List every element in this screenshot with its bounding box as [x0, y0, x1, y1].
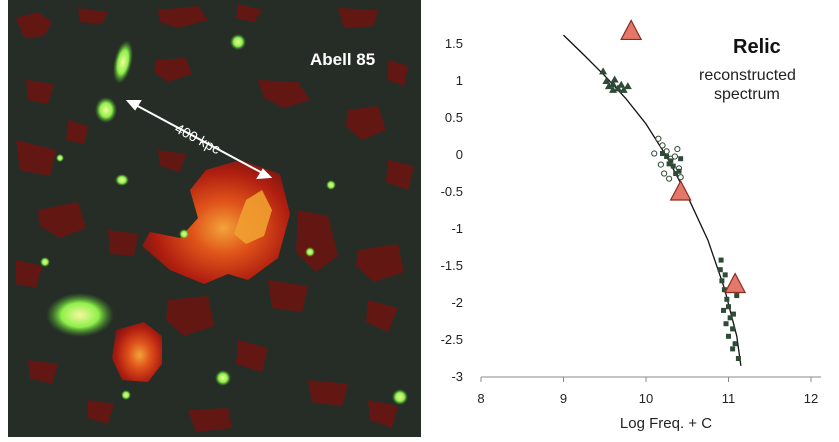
legend-title: Relic: [733, 36, 781, 58]
x-tick-label: 8: [477, 391, 484, 406]
y-tick-label: 1: [456, 73, 463, 88]
chart-ticks: 8 9 10 11 12 1.5 1 0.5 0 -0.5 -1 -1.5 -2 -2.5 -3: [441, 36, 819, 406]
data-point-square: [721, 307, 727, 313]
data-point-circle: [657, 161, 664, 168]
data-points: [599, 19, 747, 361]
data-point-circle: [661, 170, 668, 177]
legend-subtitle-line1: reconstructed: [699, 67, 796, 84]
radio-source-lower: [112, 322, 162, 382]
x-tick-label: 10: [639, 391, 653, 406]
data-point-circle: [677, 174, 684, 181]
data-point-square: [734, 293, 740, 299]
data-point-triangle: [617, 80, 626, 88]
data-point-triangle: [609, 85, 617, 93]
data-point-square: [724, 296, 730, 302]
data-point-square: [673, 171, 679, 176]
data-point-square: [719, 278, 725, 284]
data-point-triangle: [604, 82, 613, 90]
data-point-square: [718, 257, 724, 263]
y-tick-label: 0.5: [445, 110, 463, 125]
x-axis-label: Log Freq. + C: [620, 415, 712, 432]
data-point-square: [664, 153, 670, 159]
data-point-circle: [674, 145, 681, 153]
data-point-circle: [655, 135, 662, 142]
legend-subtitle: reconstructed spectrum: [699, 66, 839, 104]
spectrum-chart: 8 9 10 11 12 1.5 1 0.5 0 -0.5 -1 -1.5 -2 -2.5 -3 Log F…: [430, 0, 839, 437]
xray-sources: [40, 34, 408, 405]
data-point-circle: [666, 175, 673, 182]
radio-relic-main: [142, 160, 290, 284]
cluster-name: Abell 85: [310, 50, 376, 69]
data-point-triangle: [623, 82, 632, 90]
data-point-circle: [659, 142, 666, 149]
data-point-large-triangle: [620, 19, 643, 41]
data-point-triangle: [602, 77, 611, 84]
radio-xray-image: Abell 85 400 kpc: [8, 0, 421, 437]
data-point-square: [723, 321, 729, 327]
data-point-square: [726, 333, 731, 339]
data-point-square: [666, 161, 672, 167]
data-point-triangle: [609, 79, 617, 87]
radio-xray-overlay: [16, 4, 414, 432]
y-tick-label: -1: [451, 221, 463, 236]
data-point-square: [721, 287, 727, 293]
x-tick-label: 9: [560, 391, 567, 406]
data-point-square: [668, 158, 674, 164]
data-point-circle: [671, 153, 678, 160]
radio-noise-patches: [16, 4, 414, 432]
data-point-circle: [651, 150, 658, 157]
data-point-square: [732, 341, 738, 347]
y-tick-label: 1.5: [445, 36, 463, 51]
data-point-large-triangle: [724, 272, 747, 294]
data-point-triangle: [599, 67, 608, 75]
data-point-square: [717, 267, 723, 273]
legend-subtitle-line2: spectrum: [714, 86, 780, 103]
y-tick-label: -1.5: [441, 258, 463, 273]
x-tick-label: 11: [722, 391, 736, 406]
data-point-square: [722, 272, 728, 278]
data-point-triangle: [610, 75, 619, 83]
data-point-square: [678, 156, 684, 162]
spectrum-plot: 8 9 10 11 12 1.5 1 0.5 0 -0.5 -1 -1.5 -2 -2.5 -3 Log F…: [441, 19, 821, 432]
data-point-square: [730, 326, 736, 332]
data-point-triangle: [613, 84, 622, 92]
y-tick-label: -3: [451, 369, 463, 384]
data-point-square: [735, 356, 741, 361]
data-point-square: [727, 315, 733, 321]
y-tick-label: -2: [451, 295, 463, 310]
scale-arrow: [125, 100, 273, 180]
y-tick-label: -0.5: [441, 184, 463, 199]
data-point-square: [676, 168, 682, 174]
y-tick-label: -2.5: [441, 332, 463, 347]
data-point-square: [726, 304, 731, 310]
data-point-large-triangle: [669, 179, 692, 201]
data-point-square: [730, 346, 736, 352]
x-tick-label: 12: [804, 391, 818, 406]
data-point-triangle: [619, 85, 628, 93]
data-point-square: [670, 163, 676, 169]
data-point-square: [730, 311, 736, 317]
y-tick-label: 0: [456, 147, 463, 162]
data-point-square: [660, 151, 665, 157]
